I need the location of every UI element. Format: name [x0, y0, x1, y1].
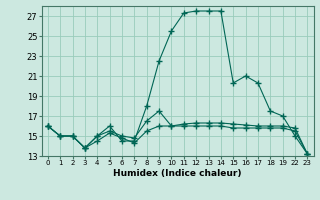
- X-axis label: Humidex (Indice chaleur): Humidex (Indice chaleur): [113, 169, 242, 178]
